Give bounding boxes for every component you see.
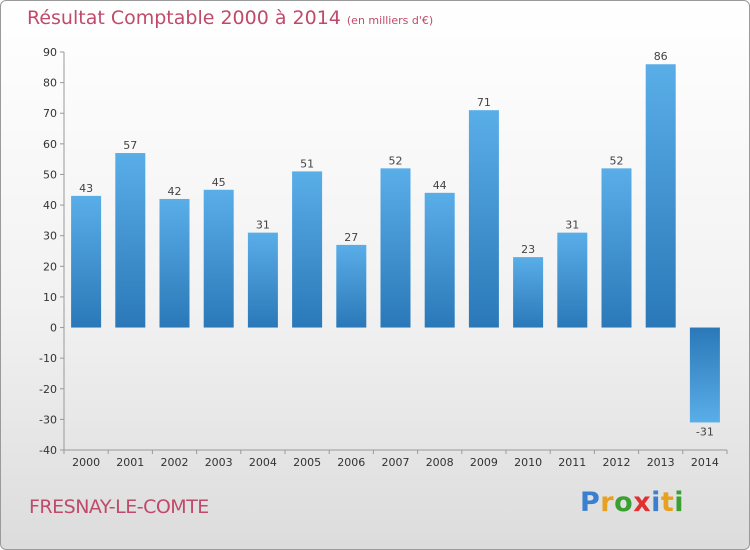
data-label: 31	[565, 219, 579, 232]
x-tick-label: 2006	[337, 456, 365, 469]
bar	[601, 168, 632, 328]
y-tick-label: 50	[43, 168, 57, 181]
x-tick-label: 2011	[558, 456, 586, 469]
chart-title: Résultat Comptable 2000 à 2014 (en millie…	[27, 7, 433, 29]
x-tick-label: 2014	[691, 456, 719, 469]
bar	[115, 153, 146, 328]
y-tick-label: -20	[39, 383, 57, 396]
x-tick-label: 2001	[116, 456, 144, 469]
bar	[468, 110, 499, 328]
bar	[689, 327, 720, 423]
bar	[513, 257, 544, 328]
y-tick-label: 10	[43, 291, 57, 304]
chart-title-text: Résultat Comptable 2000 à 2014	[27, 7, 341, 29]
x-tick-label: 2002	[161, 456, 189, 469]
commune-name: FRESNAY-LE-COMTE	[29, 496, 209, 518]
bar	[71, 195, 102, 328]
bars	[71, 64, 720, 423]
y-tick-label: 70	[43, 107, 57, 120]
logo-letter: o	[614, 487, 634, 518]
x-tick-label: 2009	[470, 456, 498, 469]
data-label: 52	[610, 154, 624, 167]
data-label: 57	[123, 139, 137, 152]
bar	[645, 64, 676, 328]
bar	[292, 171, 323, 328]
x-tick-label: 2003	[205, 456, 233, 469]
logo-letter: t	[660, 487, 675, 518]
logo-letter: P	[580, 487, 601, 518]
x-tick-label: 2013	[647, 456, 675, 469]
y-tick-label: 30	[43, 230, 57, 243]
bar	[159, 198, 190, 328]
data-label: 42	[168, 185, 182, 198]
logo-letter: i	[651, 487, 661, 518]
x-tick-label: 2007	[382, 456, 410, 469]
data-label: 31	[256, 219, 270, 232]
axes: -40 -30 -20 -10 0 10 20 30 40 50 60 70 80 90 2000 2001 2…	[39, 46, 728, 469]
data-label: 71	[477, 96, 491, 109]
bar	[336, 244, 367, 328]
y-tick-label: 80	[43, 77, 57, 90]
chart-unit: (en milliers d'€)	[346, 14, 434, 27]
logo-letter: r	[600, 487, 615, 518]
data-labels: 43 57 42 45 31 51 27 52 44 71 23 31 52 86 -31	[79, 50, 714, 438]
x-tick-label: 2005	[293, 456, 321, 469]
bar	[203, 189, 234, 328]
logo-letter: i	[674, 487, 685, 518]
bar	[424, 192, 455, 328]
bar	[247, 232, 278, 328]
y-tick-label: 90	[43, 46, 57, 59]
data-label: 45	[212, 176, 226, 189]
bar	[557, 232, 588, 328]
x-tick-label: 2008	[426, 456, 454, 469]
data-label: 43	[79, 182, 93, 195]
data-label: -31	[696, 425, 714, 438]
logo-letter: x	[633, 487, 652, 518]
x-tick-label: 2004	[249, 456, 277, 469]
y-tick-label: -30	[39, 413, 57, 426]
y-tick-label: -40	[39, 444, 57, 457]
y-tick-label: 0	[50, 322, 57, 335]
bar	[380, 168, 411, 328]
x-tick-label: 2012	[603, 456, 631, 469]
data-label: 52	[389, 154, 403, 167]
x-tick-label: 2000	[72, 456, 100, 469]
data-label: 23	[521, 243, 535, 256]
proxiti-logo: Proxiti	[580, 487, 684, 518]
y-tick-label: 60	[43, 138, 57, 151]
data-label: 27	[344, 231, 358, 244]
y-tick-label: 40	[43, 199, 57, 212]
y-tick-label: -10	[39, 352, 57, 365]
data-label: 44	[433, 179, 447, 192]
x-tick-label: 2010	[514, 456, 542, 469]
y-tick-label: 20	[43, 260, 57, 273]
data-label: 86	[654, 50, 668, 63]
data-label: 51	[300, 157, 314, 170]
